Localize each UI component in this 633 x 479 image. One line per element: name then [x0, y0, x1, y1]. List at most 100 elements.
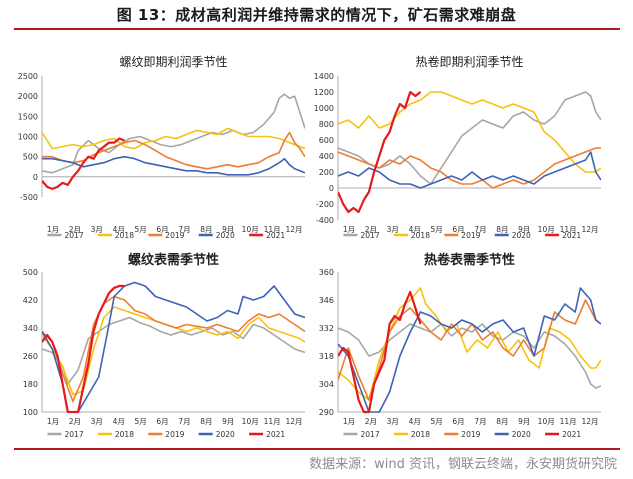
series-line-2020	[42, 155, 305, 176]
x-tick-label: 4月	[113, 225, 125, 234]
series-line-2017	[42, 316, 305, 385]
x-tick-label: 2月	[69, 417, 81, 426]
x-tick-label: 4月	[409, 417, 421, 426]
x-tick-label: 5月	[134, 417, 146, 426]
y-tick-label: 1200	[314, 88, 334, 97]
series-line-2019	[338, 147, 601, 189]
legend-label-2018: 2018	[115, 430, 134, 439]
chart-title: 螺纹即期利润季节性	[119, 55, 227, 69]
series-line-2020	[42, 281, 305, 413]
legend-label-2018: 2018	[115, 231, 134, 240]
x-tick-label: 7月	[474, 225, 486, 234]
title-rule	[14, 28, 620, 30]
x-tick-label: 5月	[134, 225, 146, 234]
x-tick-label: 8月	[200, 417, 212, 426]
legend-label-2020: 2020	[216, 430, 235, 439]
y-tick-label: 332	[319, 324, 334, 333]
x-tick-label: 3月	[387, 225, 399, 234]
y-tick-label: 600	[319, 136, 334, 145]
series-line-2018	[338, 91, 601, 173]
x-tick-label: 12月	[286, 225, 303, 234]
y-tick-label: 180	[23, 380, 38, 389]
figure-title: 图 13：成材高利润并维持需求的情况下，矿石需求难崩盘	[116, 6, 517, 24]
x-tick-label: 7月	[178, 225, 190, 234]
series-line-2017	[338, 91, 601, 185]
source-note: 数据来源：wind 资讯，钢联云终端，永安期货研究院	[309, 457, 617, 472]
y-tick-label: 360	[319, 268, 334, 277]
series-line-2018	[338, 287, 601, 401]
y-tick-label: 346	[319, 296, 334, 305]
series-line-2021	[338, 90, 422, 214]
legend-label-2019: 2019	[461, 430, 480, 439]
x-tick-label: 11月	[560, 225, 577, 234]
y-tick-label: 0	[329, 184, 334, 193]
y-tick-label: 0	[33, 173, 38, 182]
x-tick-label: 2月	[365, 417, 377, 426]
x-tick-label: 9月	[518, 417, 530, 426]
legend-label-2020: 2020	[512, 430, 531, 439]
x-tick-label: 3月	[387, 417, 399, 426]
y-tick-label: 340	[23, 324, 38, 333]
series-line-2021	[338, 290, 422, 414]
chart-panel-1: 螺纹即期利润季节性 -500 0 500 1000 1500 2000 2500 1月 2月 3月 4…	[18, 55, 305, 240]
x-tick-label: 3月	[91, 225, 103, 234]
y-tick-label: -500	[20, 193, 38, 202]
x-tick-label: 12月	[582, 417, 599, 426]
legend-label-2017: 2017	[65, 231, 84, 240]
x-tick-label: 5月	[430, 417, 442, 426]
series-line-2017	[42, 93, 305, 174]
chart-title: 螺纹表需季节性	[128, 252, 219, 268]
y-tick-label: 304	[319, 380, 334, 389]
legend-label-2021: 2021	[266, 231, 285, 240]
x-tick-label: 11月	[560, 417, 577, 426]
y-tick-label: -400	[316, 216, 334, 225]
legend-label-2020: 2020	[216, 231, 235, 240]
x-tick-label: 10月	[538, 417, 555, 426]
y-tick-label: 1000	[314, 104, 334, 113]
x-tick-label: 6月	[452, 417, 464, 426]
x-tick-label: 8月	[496, 417, 508, 426]
y-tick-label: 400	[319, 152, 334, 161]
legend-label-2017: 2017	[361, 231, 380, 240]
source-rule	[14, 448, 620, 450]
x-tick-label: 3月	[91, 417, 103, 426]
x-tick-label: 2月	[69, 225, 81, 234]
chart-panel-4: 热卷表需季节性 290 304 318 332 346 360 1月 2月 3月 4月 5月 6月 7月 8…	[319, 252, 601, 439]
x-tick-label: 8月	[200, 225, 212, 234]
legend-label-2020: 2020	[512, 231, 531, 240]
x-tick-label: 9月	[222, 225, 234, 234]
x-tick-label: 5月	[430, 225, 442, 234]
x-tick-label: 12月	[582, 225, 599, 234]
x-tick-label: 4月	[113, 417, 125, 426]
x-tick-label: 9月	[222, 417, 234, 426]
legend-label-2021: 2021	[266, 430, 285, 439]
y-tick-label: 100	[23, 408, 38, 417]
legend-label-2019: 2019	[165, 231, 184, 240]
series-line-2021	[42, 284, 125, 414]
x-tick-label: 2月	[365, 225, 377, 234]
x-tick-label: 11月	[264, 417, 281, 426]
chart-panel-2: 热卷即期利润季节性 -400 -200 0 200 400 600 800 1000 1200 14…	[314, 54, 601, 240]
x-tick-label: 6月	[156, 417, 168, 426]
x-tick-label: 10月	[242, 225, 259, 234]
legend-label-2021: 2021	[562, 231, 581, 240]
x-tick-label: 4月	[409, 225, 421, 234]
legend-label-2019: 2019	[461, 231, 480, 240]
x-tick-label: 7月	[474, 417, 486, 426]
y-tick-label: 260	[23, 352, 38, 361]
y-tick-label: 500	[23, 153, 38, 162]
x-tick-label: 12月	[286, 417, 303, 426]
x-tick-label: 6月	[452, 225, 464, 234]
legend-label-2018: 2018	[411, 430, 430, 439]
x-tick-label: 7月	[178, 417, 190, 426]
x-tick-label: 1月	[343, 225, 355, 234]
series-line-2019	[42, 295, 305, 403]
series-line-2020	[338, 287, 601, 413]
x-tick-label: 10月	[242, 417, 259, 426]
chart-title: 热卷即期利润季节性	[415, 54, 523, 69]
x-tick-label: 1月	[343, 417, 355, 426]
y-tick-label: -200	[316, 200, 334, 209]
legend-label-2021: 2021	[562, 430, 581, 439]
x-tick-label: 1月	[47, 417, 59, 426]
